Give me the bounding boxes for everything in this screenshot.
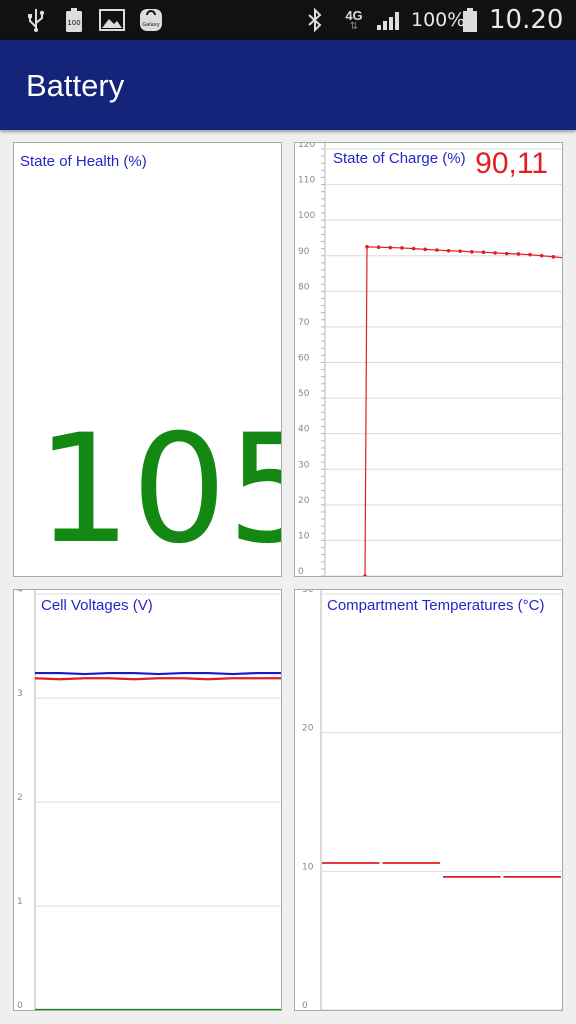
soc-data-point — [388, 245, 393, 250]
voltage-tick-label: 2 — [17, 793, 23, 803]
bluetooth-icon — [305, 0, 325, 40]
temperature-tick-label: 10 — [302, 862, 314, 872]
compartment-temperatures-title: Compartment Temperatures (°C) — [327, 597, 545, 614]
soc-tick-label: 90 — [298, 247, 310, 257]
network-arrows: ⇅ — [349, 20, 359, 32]
battery-icon — [459, 0, 481, 40]
cell-voltages-title: Cell Voltages (V) — [41, 597, 153, 614]
soc-tick-label: 110 — [298, 176, 315, 186]
compartment-temperatures-chart: 0 10 20 30 — [302, 590, 562, 1011]
soc-tick-label: 0 — [298, 567, 304, 577]
voltage-tick-label: 1 — [17, 897, 23, 907]
temperature-tick-label: 30 — [302, 590, 314, 595]
galaxy-app-icon: Galaxy — [138, 0, 164, 40]
state-of-health-panel: State of Health (%) 105 — [13, 142, 282, 577]
soc-tick-label: 20 — [298, 496, 310, 506]
state-of-charge-title: State of Charge (%) — [333, 150, 466, 167]
soc-tick-label: 80 — [298, 282, 310, 292]
soc-data-point — [435, 248, 439, 252]
voltage-series-line-2 — [34, 677, 281, 681]
usb-icon — [26, 0, 46, 40]
soc-tick-label: 10 — [298, 531, 310, 541]
battery-percent: 100% — [411, 9, 466, 31]
voltage-series-line-1 — [35, 671, 281, 676]
temperature-tick-label: 20 — [302, 724, 314, 734]
status-bar: 100 Galaxy 4G ⇅ 100% 10.20 — [0, 0, 576, 40]
cell-voltages-panel: 0 1 2 3 4 Cell Voltages (V) — [13, 589, 282, 1011]
soc-data-point — [493, 251, 497, 255]
app-badge-text: Galaxy — [142, 22, 159, 28]
soc-data-point — [363, 574, 367, 576]
state-of-charge-chart: 0 10 20 30 40 50 60 70 80 90 100 110 120 — [298, 143, 562, 577]
network-4g-icon: 4G ⇅ — [341, 0, 367, 40]
soc-data-point — [539, 253, 544, 258]
state-of-health-value: 105 — [36, 403, 281, 577]
notification-badge-text: 100 — [67, 19, 80, 27]
app-bar: Battery — [0, 40, 576, 130]
soc-data-point — [516, 252, 521, 256]
voltage-tick-label: 3 — [17, 689, 23, 699]
cell-voltages-chart: 0 1 2 3 4 — [17, 590, 281, 1011]
voltage-tick-label: 0 — [17, 1001, 23, 1011]
state-of-charge-panel: 0 10 20 30 40 50 60 70 80 90 100 110 120 State of Ch… — [294, 142, 563, 577]
soc-data-point — [446, 248, 451, 253]
soc-tick-label: 40 — [298, 425, 310, 435]
soc-data-point — [470, 250, 474, 254]
state-of-charge-value: 90,11 — [475, 147, 548, 180]
soc-data-point — [504, 251, 509, 256]
soc-tick-label: 60 — [298, 354, 310, 364]
signal-icon — [375, 0, 403, 40]
state-of-health-title: State of Health (%) — [20, 153, 147, 170]
soc-tick-label: 30 — [298, 460, 310, 470]
soc-tick-label: 70 — [298, 318, 310, 328]
clock: 10.20 — [489, 5, 564, 35]
network-label: 4G — [345, 7, 363, 23]
soc-tick-label: 120 — [298, 143, 315, 150]
soc-data-point — [423, 247, 428, 252]
soc-data-point — [481, 250, 486, 254]
soc-series-line — [364, 246, 562, 576]
image-icon — [98, 0, 126, 40]
voltage-tick-label: 4 — [17, 590, 23, 595]
soc-data-point — [411, 246, 416, 251]
soc-data-point — [400, 246, 404, 250]
soc-data-point — [551, 255, 556, 259]
compartment-temperatures-panel: 0 10 20 30 Compartment Temperatures (°C) — [294, 589, 563, 1011]
temperature-tick-label: 0 — [302, 1001, 308, 1011]
soc-tick-label: 100 — [298, 211, 315, 221]
battery-100-notification-icon: 100 — [64, 0, 84, 40]
soc-tick-label: 50 — [298, 389, 310, 399]
soc-data-point — [528, 252, 532, 257]
app-title: Battery — [26, 68, 125, 103]
soc-data-point — [376, 245, 381, 250]
soc-data-point — [458, 249, 462, 253]
soc-data-point — [365, 245, 369, 249]
